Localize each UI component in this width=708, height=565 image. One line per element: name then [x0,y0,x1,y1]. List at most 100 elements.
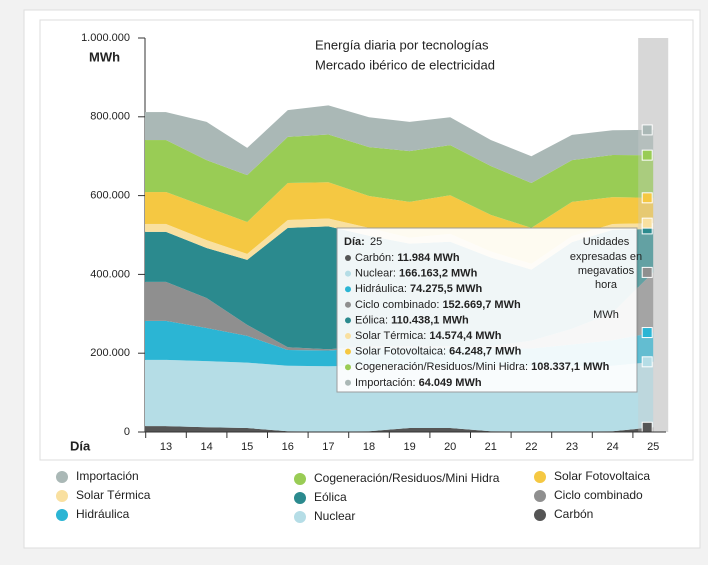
area-lead [145,140,166,193]
legend-swatch [534,471,546,483]
tooltip-swatch [345,317,351,324]
y-tick-label: 1.000.000 [81,32,130,44]
area-lead [145,359,166,427]
legend-label: Solar Fotovoltaica [554,469,650,483]
marker [641,217,653,229]
area [166,134,654,228]
area-lead [145,281,166,321]
tooltip-note: hora [595,279,618,291]
marker [641,266,653,278]
area-lead [145,112,166,141]
tooltip-name: Nuclear: [355,268,396,280]
tooltip-swatch [345,301,351,308]
tooltip-item: Eólica: 110.438,1 MWh [355,314,469,326]
legend-label: Importación [76,469,139,483]
x-tick-label: 25 [647,441,659,453]
legend-swatch [56,471,68,483]
tooltip-name: Hidráulica: [355,283,407,295]
legend-label: Cogeneración/Residuos/Mini Hidra [314,471,500,485]
x-tick-label: 20 [444,441,456,453]
x-tick-label: 16 [282,441,294,453]
y-axis-label: MWh [89,49,120,64]
x-tick-label: 23 [566,441,578,453]
tooltip-item: Nuclear: 166.163,2 MWh [355,268,478,280]
tooltip-swatch [345,255,351,261]
legend-swatch [294,492,306,504]
tooltip-item: Solar Fotovoltaica: 64.248,7 MWh [355,346,522,358]
tooltip-swatch [345,379,351,386]
legend-label: Carbón [554,507,593,521]
area-lead [145,426,166,432]
tooltip-name: Solar Térmica: [355,330,426,342]
y-tick-label: 200.000 [90,347,130,359]
tooltip-name: Cogeneración/Residuos/Mini Hidra: [355,361,528,373]
tooltip-note: Unidades [583,236,630,248]
legend-swatch [294,511,306,523]
y-tick-label: 0 [124,426,130,438]
tooltip-name: Carbón: [355,252,394,264]
chart-subtitle: Mercado ibérico de electricidad [315,57,495,72]
legend-swatch [294,473,306,485]
legend-label: Nuclear [314,509,355,523]
y-tick-label: 800.000 [90,111,130,123]
highlight-overlay [638,38,669,432]
tooltip-value: 64.049 MWh [419,377,482,389]
marker [641,421,653,433]
x-tick-label: 19 [403,441,415,453]
area-lead [145,192,166,224]
x-tick-label: 17 [322,441,334,453]
tooltip-day-label: Día: [344,236,365,248]
x-axis-label: Día [70,438,91,453]
tooltip-note: expresadas en [570,251,642,263]
tooltip-value: 166.163,2 MWh [399,268,478,280]
area-lead [145,231,166,282]
tooltip-day: 25 [370,236,382,248]
tooltip-box [336,227,638,393]
tooltip-name: Solar Fotovoltaica: [355,346,446,358]
y-tick-label: 600.000 [90,190,130,202]
tooltip-item: Hidráulica: 74.275,5 MWh [355,283,482,295]
area [166,426,654,432]
tooltip-swatch [345,348,351,355]
marker [641,192,653,204]
x-tick-label: 24 [606,441,618,453]
legend-swatch [56,490,68,502]
tooltip-item: Carbón: 11.984 MWh [355,252,460,264]
x-tick-label: 18 [363,441,375,453]
tooltip-value: 110.438,1 MWh [391,314,469,326]
tooltip-swatch [345,333,351,339]
area-lead [145,320,166,360]
legend-label: Ciclo combinado [554,488,643,502]
area-lead [145,223,166,232]
tooltip-value: 11.984 MWh [397,252,460,264]
marker [641,124,653,136]
tooltip-value: 64.248,7 MWh [449,346,521,358]
tooltip-name: Importación: [355,377,416,389]
area [166,105,654,183]
tooltip-swatch [345,286,351,293]
legend-label: Hidráulica [76,507,130,521]
legend-swatch [534,490,546,502]
marker [641,149,653,161]
x-tick-label: 14 [200,441,212,453]
tooltip-name: Ciclo combinado: [355,299,439,311]
legend-swatch [56,509,68,521]
marker [641,327,653,339]
legend-label: Eólica [314,490,347,504]
y-tick-label: 400.000 [90,268,130,280]
tooltip-note: megavatios [578,265,635,277]
tooltip-swatch [345,270,351,277]
tooltip-item: Solar Térmica: 14.574,4 MWh [355,330,502,342]
tooltip-value: 14.574,4 MWh [429,330,501,342]
legend-swatch [534,509,546,521]
chart-title: Energía diaria por tecnologías [315,37,489,52]
tooltip-item: Importación: 64.049 MWh [355,377,482,389]
x-tick-label: 21 [485,441,497,453]
x-tick-label: 22 [525,441,537,453]
tooltip-item: Cogeneración/Residuos/Mini Hidra: 108.33… [355,361,610,373]
tooltip-item: Ciclo combinado: 152.669,7 MWh [355,299,521,311]
x-tick-label: 15 [241,441,253,453]
tooltip-note: MWh [593,309,619,321]
